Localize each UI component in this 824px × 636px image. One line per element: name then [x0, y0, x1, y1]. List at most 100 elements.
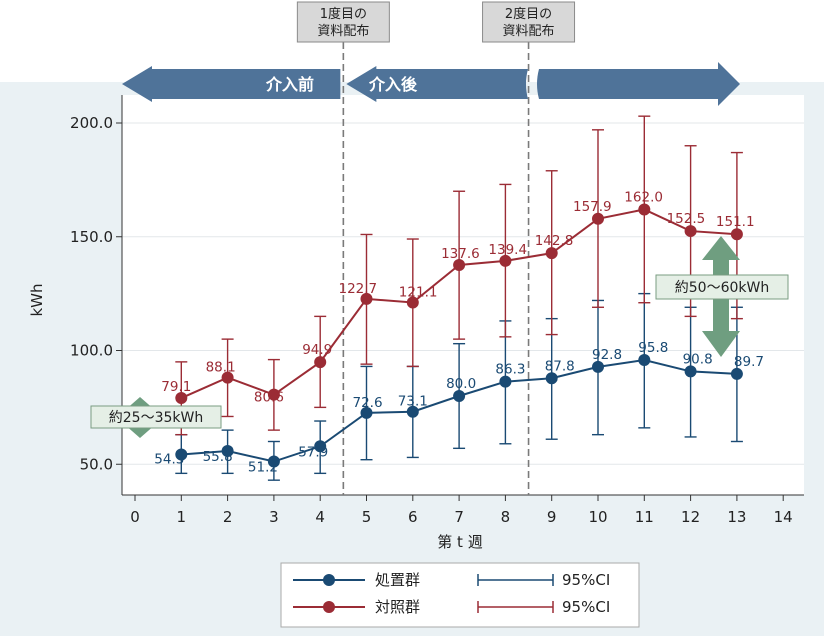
- x-tick-label: 3: [269, 508, 279, 526]
- legend-marker: [323, 601, 335, 613]
- data-point: [499, 254, 512, 267]
- x-tick-label: 5: [362, 508, 372, 526]
- data-point: [684, 225, 697, 238]
- data-label: 121.1: [399, 284, 438, 300]
- release-box-1: [296, 1, 390, 43]
- data-point: [684, 365, 697, 378]
- data-point: [592, 360, 604, 373]
- x-tick-label: 10: [588, 508, 607, 526]
- small-gap-label: 約25～35kWh: [109, 410, 203, 426]
- data-label: 57.9: [298, 444, 328, 460]
- data-point: [267, 388, 280, 401]
- large-gap-label: 約50～60kWh: [675, 280, 769, 296]
- x-tick-label: 1: [177, 508, 187, 526]
- data-point: [314, 440, 327, 453]
- release-box-2: [482, 1, 576, 43]
- y-axis-title: kWh: [28, 283, 46, 316]
- data-label: 54.3: [154, 451, 184, 467]
- release-box-text-2: 資料配布: [503, 24, 555, 39]
- data-label: 73.1: [398, 394, 428, 410]
- pre-intervention-arrow: [122, 66, 341, 102]
- x-tick-label: 9: [547, 508, 557, 526]
- data-point: [221, 445, 234, 458]
- y-tick-label: 200.0: [70, 114, 113, 132]
- data-point: [499, 375, 512, 388]
- data-point: [545, 247, 558, 260]
- x-tick-label: 2: [223, 508, 233, 526]
- x-tick-label: 4: [315, 508, 325, 526]
- data-labels: 54.3 55.8 51.2 57.9 72.6 73.1 80.0 86.3 87.8 92.8…: [154, 189, 764, 475]
- y-tick-label: 150.0: [70, 228, 113, 246]
- x-tick-label: 12: [681, 508, 700, 526]
- data-label: 137.6: [441, 246, 480, 262]
- data-label: 157.9: [573, 199, 612, 215]
- intervention-banners: 介入前 介入後: [122, 62, 740, 106]
- post-intervention-arrow-continuation: [537, 62, 740, 106]
- post-intervention-arrow: [346, 66, 528, 102]
- data-label: 79.1: [161, 379, 191, 395]
- data-label: 89.7: [734, 354, 764, 370]
- gap-callouts: 約25～35kWh 約50～60kWh: [90, 236, 789, 438]
- data-label: 88.1: [206, 360, 236, 376]
- data-label: 55.8: [203, 449, 233, 465]
- post-intervention-label: 介入後: [368, 75, 418, 94]
- legend-box: [280, 562, 640, 628]
- data-label: 122.7: [339, 281, 378, 297]
- data-label: 86.3: [495, 362, 525, 378]
- data-point: [360, 292, 373, 305]
- data-label: 72.6: [353, 395, 383, 411]
- release-box-text-1: 資料配布: [317, 24, 369, 39]
- release-box-text-1: 1度目の: [320, 6, 367, 22]
- data-label: 51.2: [248, 460, 278, 476]
- legend: 処置群 95%CI 対照群 95%CI: [280, 562, 640, 628]
- x-tick-label: 13: [727, 508, 746, 526]
- data-label: 80.0: [446, 376, 476, 392]
- data-point: [730, 367, 743, 380]
- data-label: 142.8: [535, 233, 574, 249]
- data-point: [221, 371, 234, 384]
- data-label: 151.1: [716, 214, 755, 230]
- y-tick-label: 50.0: [80, 455, 113, 473]
- x-axis-title: 第 t 週: [437, 533, 482, 551]
- data-label: 139.4: [488, 242, 527, 258]
- data-point: [406, 405, 419, 418]
- data-point: [360, 406, 373, 419]
- legend-label: 処置群: [375, 571, 420, 589]
- data-point: [453, 258, 466, 271]
- legend-marker: [323, 574, 335, 586]
- y-tick-label: 100.0: [70, 342, 113, 360]
- data-point: [175, 448, 188, 461]
- legend-ci-label: 95%CI: [562, 598, 610, 616]
- data-label: 90.8: [683, 351, 713, 367]
- data-point: [545, 372, 558, 385]
- series-points: [175, 203, 743, 468]
- data-label: 80.6: [254, 390, 284, 406]
- data-point: [592, 212, 604, 225]
- pre-intervention-label: 介入前: [265, 75, 314, 94]
- data-point: [453, 390, 466, 402]
- data-label: 94.9: [302, 342, 332, 358]
- data-point: [314, 356, 327, 369]
- x-tick-label: 8: [501, 508, 511, 526]
- data-label: 152.5: [667, 211, 706, 227]
- legend-ci-label: 95%CI: [562, 571, 610, 589]
- release-box-text-2: 2度目の: [505, 6, 552, 22]
- x-tick-label: 14: [774, 508, 793, 526]
- data-point: [267, 455, 280, 468]
- x-tick-label: 7: [454, 508, 464, 526]
- x-tick-label: 0: [130, 508, 140, 526]
- data-label: 95.8: [638, 340, 668, 356]
- x-tick-label: 6: [408, 508, 418, 526]
- data-point: [406, 296, 419, 309]
- data-point: [175, 392, 188, 405]
- data-point: [638, 203, 651, 216]
- data-label: 87.8: [545, 358, 575, 374]
- small-gap-box: [90, 405, 222, 429]
- data-label: 92.8: [592, 347, 622, 363]
- data-point: [730, 228, 743, 241]
- data-label: 162.0: [624, 189, 663, 205]
- x-tick-label: 11: [635, 508, 654, 526]
- large-gap-box: [655, 274, 789, 300]
